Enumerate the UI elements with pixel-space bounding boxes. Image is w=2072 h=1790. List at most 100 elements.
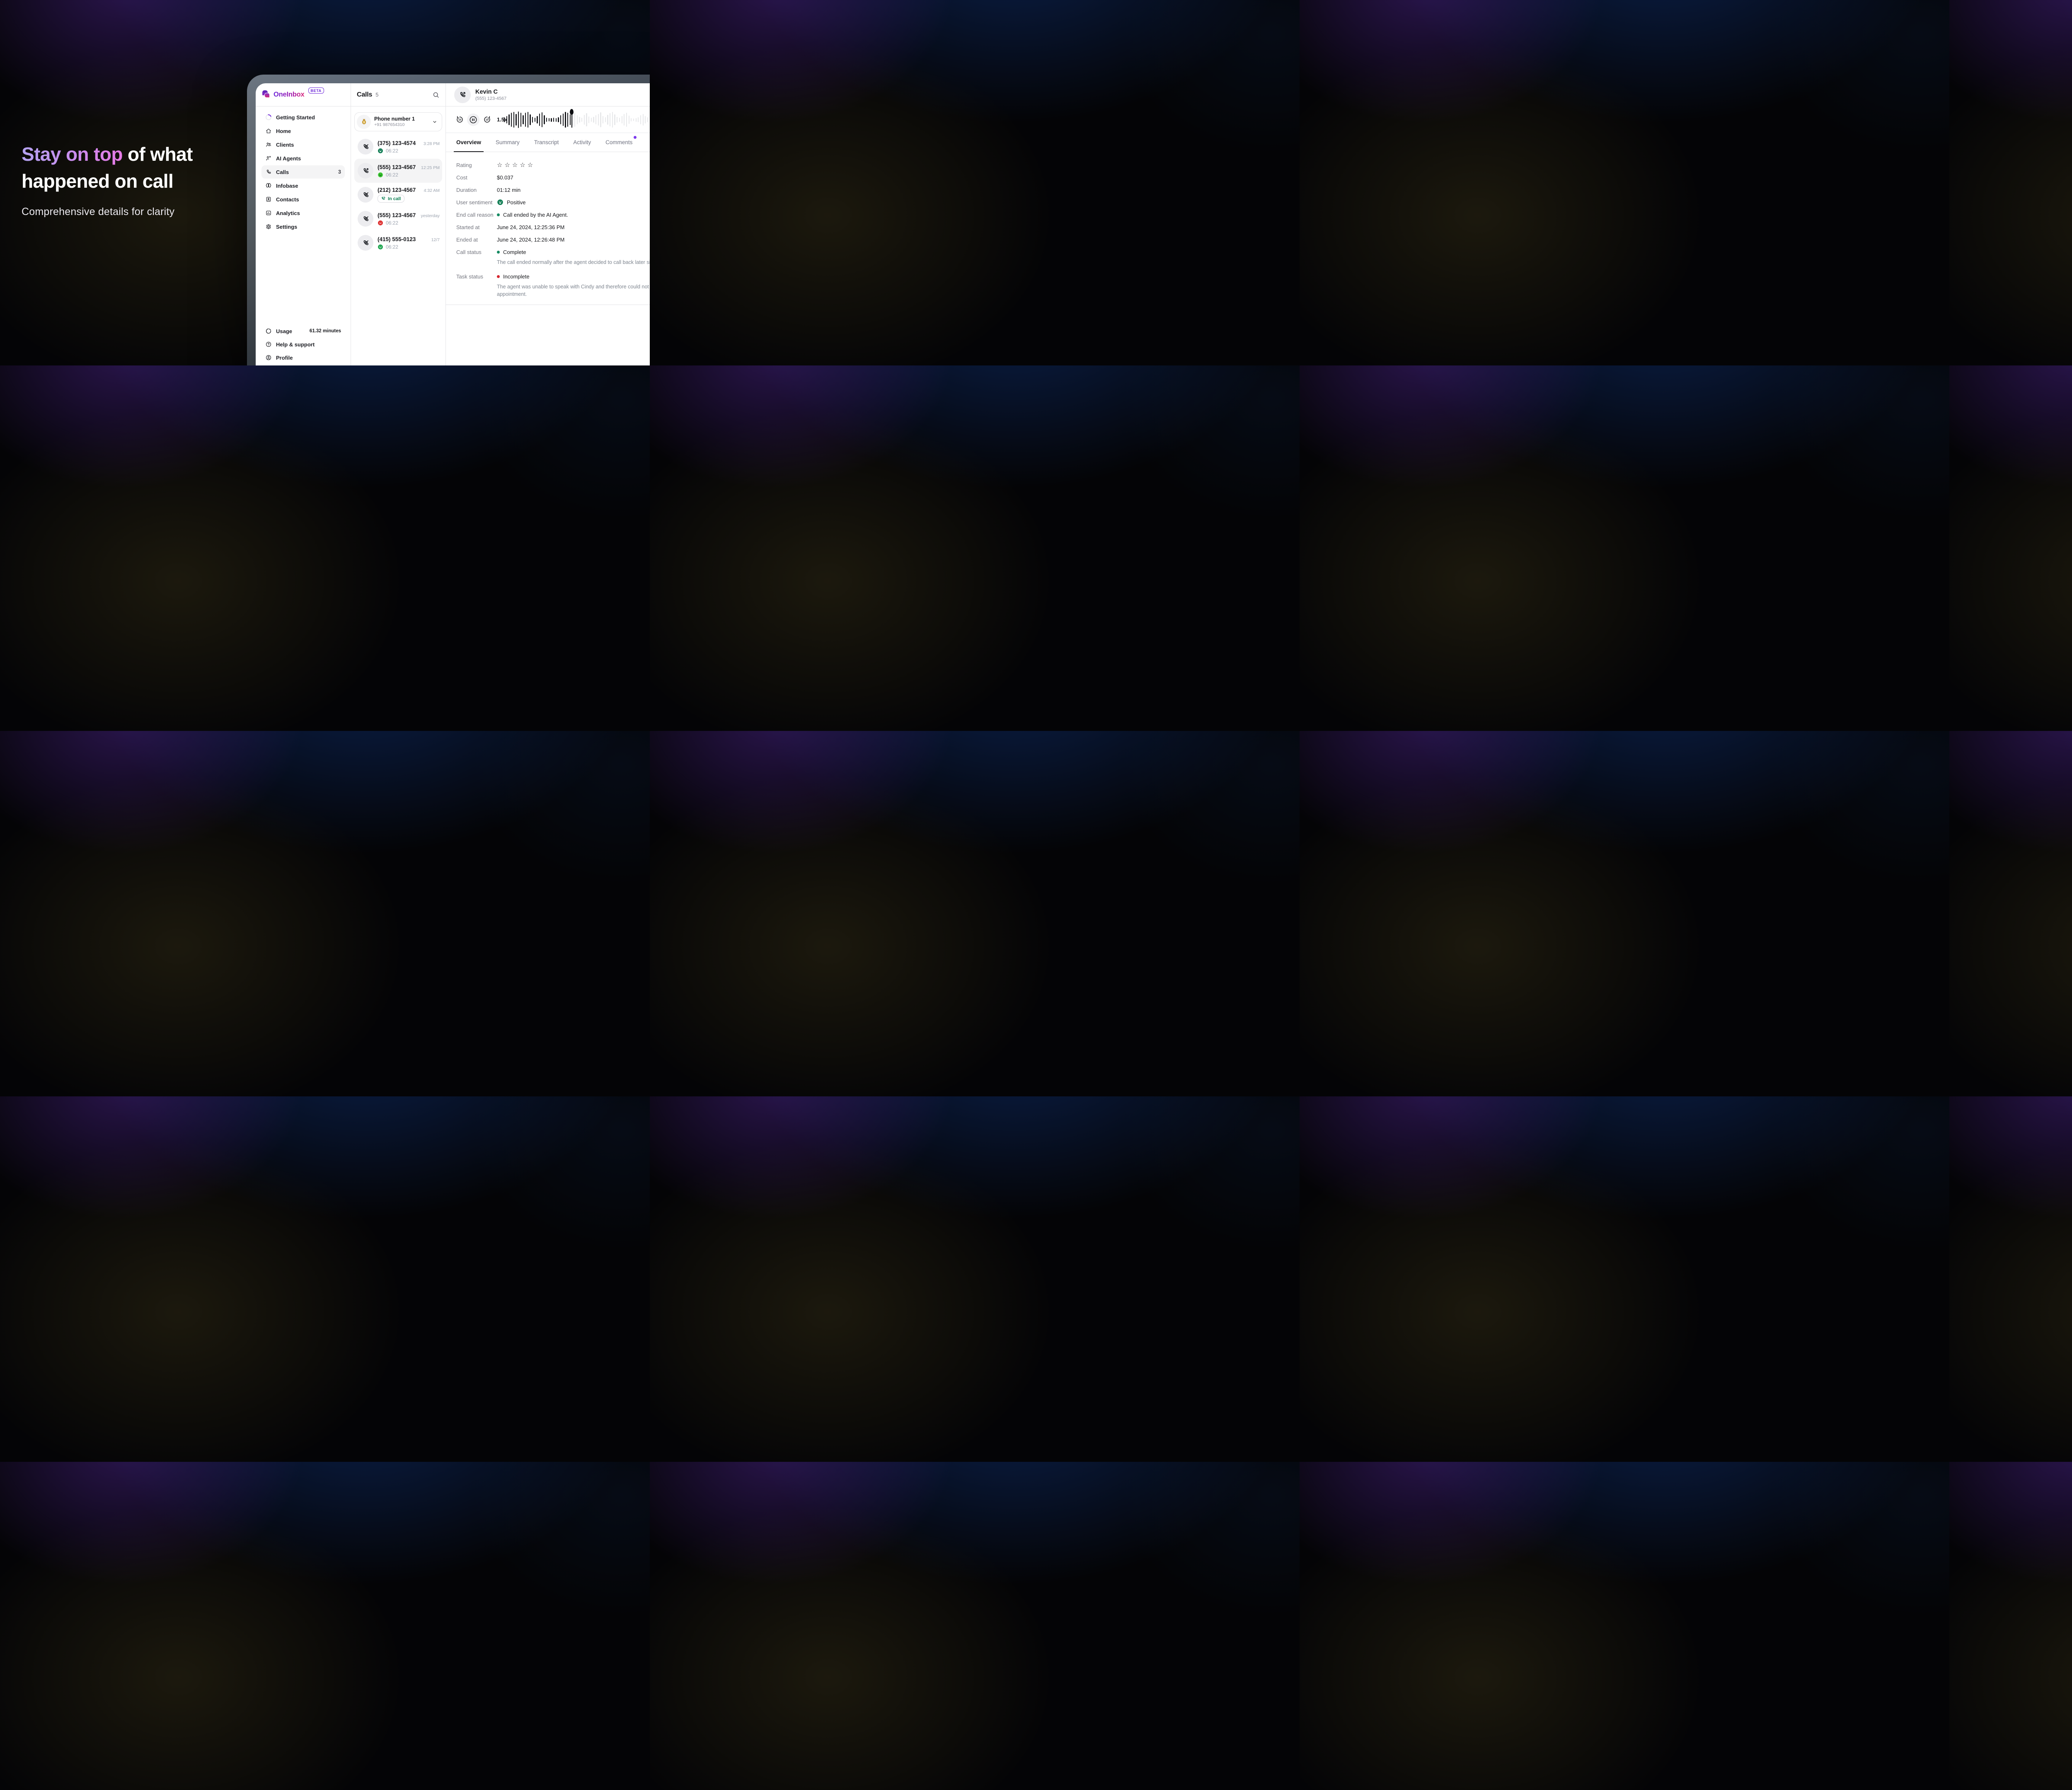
- pause-button[interactable]: [467, 113, 479, 126]
- sidebar-nav: Getting Started Home Clients AI Agents Calls…: [256, 106, 351, 233]
- waveform-bar: [553, 118, 554, 122]
- sidebar-item-profile[interactable]: Profile: [261, 351, 345, 364]
- call-status-row: Call status Complete: [456, 246, 650, 258]
- waveform-bar: [544, 115, 545, 124]
- phone-selector-number: +91 987654310: [374, 122, 405, 127]
- page: Stay on top of what happened on call Comp…: [0, 0, 650, 365]
- sidebar-item-count: 3: [338, 169, 341, 175]
- rewind-10-button[interactable]: 10: [455, 115, 464, 124]
- sidebar-item-getting-started[interactable]: Getting Started: [261, 111, 345, 124]
- waveform-bar: [647, 117, 649, 122]
- sidebar-item-label: Settings: [276, 223, 298, 230]
- phone-icon: [265, 169, 272, 175]
- rating-stars[interactable]: ☆☆☆☆☆: [497, 162, 535, 169]
- waveform-bar: [640, 115, 641, 124]
- waveform-bar: [642, 114, 644, 126]
- sidebar-item-label: Home: [276, 128, 291, 134]
- positive-sentiment-icon: [497, 199, 503, 206]
- waveform-scrubber[interactable]: [504, 106, 650, 133]
- sentiment-sad-red-icon: [378, 220, 383, 226]
- chevron-down-icon: [432, 119, 438, 125]
- donut-icon: [265, 328, 272, 334]
- call-duration: 06:22: [386, 148, 399, 154]
- brain-icon: [265, 182, 272, 189]
- sidebar-item-analytics[interactable]: Analytics: [261, 206, 345, 220]
- hero-section: Stay on top of what happened on call Comp…: [22, 141, 254, 218]
- rating-row: Rating ☆☆☆☆☆: [456, 159, 650, 171]
- phone-selector-text: Phone number 1 +91 987654310: [374, 116, 415, 128]
- waveform-bar: [520, 113, 521, 127]
- tab-comments[interactable]: Comments: [603, 133, 637, 152]
- tab-overview[interactable]: Overview: [454, 133, 484, 152]
- sidebar: OneInbox BETA Getting Started Home Clients…: [256, 83, 351, 365]
- waveform-bar: [598, 114, 599, 126]
- clients-icon: [265, 141, 272, 148]
- cost-label: Cost: [456, 174, 467, 181]
- sidebar-item-home[interactable]: Home: [261, 124, 345, 138]
- waveform-bar: [551, 118, 552, 122]
- ai-agents-icon: [265, 155, 272, 162]
- sidebar-item-help-support[interactable]: Help & support: [261, 338, 345, 351]
- phone-outgoing-icon: [358, 163, 373, 179]
- sidebar-item-label: AI Agents: [276, 155, 301, 162]
- progress-ring-icon: [264, 113, 273, 121]
- sidebar-footer: Usage 61.32 minutes Help & support Profile: [261, 324, 345, 364]
- waveform-bar: [511, 113, 512, 127]
- oneinbox-logo-icon: [262, 90, 271, 99]
- task-status-description-line1: The agent was unable to speak with Cindy…: [497, 284, 650, 290]
- waveform-bar: [518, 111, 519, 128]
- tab-activity[interactable]: Activity: [571, 133, 593, 152]
- call-detail-panel: Kevin C (555) 123-4567 10 10 1.5x Overvi…: [446, 83, 650, 365]
- sidebar-item-ai-agents[interactable]: AI Agents: [261, 152, 345, 165]
- tab-summary[interactable]: Summary: [493, 133, 522, 152]
- sidebar-item-contacts[interactable]: Contacts: [261, 193, 345, 206]
- call-list-item[interactable]: (415) 555-0123 12/7 06:22: [354, 231, 442, 255]
- waveform-bar: [591, 118, 592, 122]
- call-list-item[interactable]: (212) 123-4567 4:32 AM In call: [354, 183, 442, 207]
- playhead-marker[interactable]: [570, 109, 574, 128]
- hero-title-line2: happened on call: [22, 170, 174, 192]
- red-dot-icon: [497, 275, 500, 278]
- contact-name: Kevin C: [475, 88, 498, 95]
- sidebar-item-settings[interactable]: Settings: [261, 220, 345, 233]
- task-status-row: Task status Incomplete: [456, 270, 650, 283]
- overview-content: Rating ☆☆☆☆☆ Cost $0.037 Duration 01:12 …: [446, 152, 650, 305]
- waveform-bar: [539, 114, 540, 126]
- phone-selector-name: Phone number 1: [374, 116, 415, 122]
- call-time: yesterday: [421, 213, 440, 218]
- forward-10-button[interactable]: 10: [482, 115, 491, 124]
- phone-incoming-icon: [358, 139, 373, 155]
- bar-chart-icon: [265, 210, 272, 216]
- svg-text:$: $: [363, 121, 365, 124]
- waveform-bar: [586, 113, 587, 126]
- search-icon[interactable]: [432, 91, 440, 99]
- waveform-bar: [583, 115, 585, 125]
- sentiment-laugh-dark-icon: [378, 148, 383, 154]
- sidebar-item-label: Clients: [276, 141, 294, 148]
- waveform-bar: [593, 117, 594, 123]
- call-list-item[interactable]: (555) 123-4567 yesterday 06:22: [354, 207, 442, 231]
- sidebar-item-calls[interactable]: Calls 3: [261, 165, 345, 179]
- tab-label: Transcript: [534, 139, 559, 145]
- waveform-bar: [546, 118, 547, 122]
- call-list-item[interactable]: (555) 123-4567 12:25 PM 06:22: [354, 159, 442, 183]
- audio-player: 10 10 1.5x: [446, 106, 650, 133]
- hero-title-rest: of what: [128, 143, 193, 165]
- tab-transcript[interactable]: Transcript: [532, 133, 562, 152]
- notification-dot: [634, 136, 637, 139]
- waveform-bar: [600, 112, 601, 127]
- calls-title: Calls: [357, 91, 373, 98]
- waveform-bar: [631, 118, 632, 121]
- sidebar-item-usage[interactable]: Usage 61.32 minutes: [261, 324, 345, 338]
- call-list-item[interactable]: (375) 123-4574 3:28 PM 06:22: [354, 135, 442, 159]
- waveform-bar: [572, 114, 573, 126]
- phone-number-selector[interactable]: $ Phone number 1 +91 987654310: [354, 112, 442, 131]
- cost-value: $0.037: [497, 174, 513, 181]
- sidebar-item-clients[interactable]: Clients: [261, 138, 345, 151]
- ended-at-label: Ended at: [456, 236, 478, 243]
- in-call-badge-label: In call: [388, 196, 401, 201]
- sidebar-item-infobase[interactable]: Infobase: [261, 179, 345, 192]
- waveform-bar: [633, 119, 634, 121]
- user-sentiment-label: User sentiment: [456, 199, 493, 206]
- in-call-badge: In call: [378, 195, 405, 203]
